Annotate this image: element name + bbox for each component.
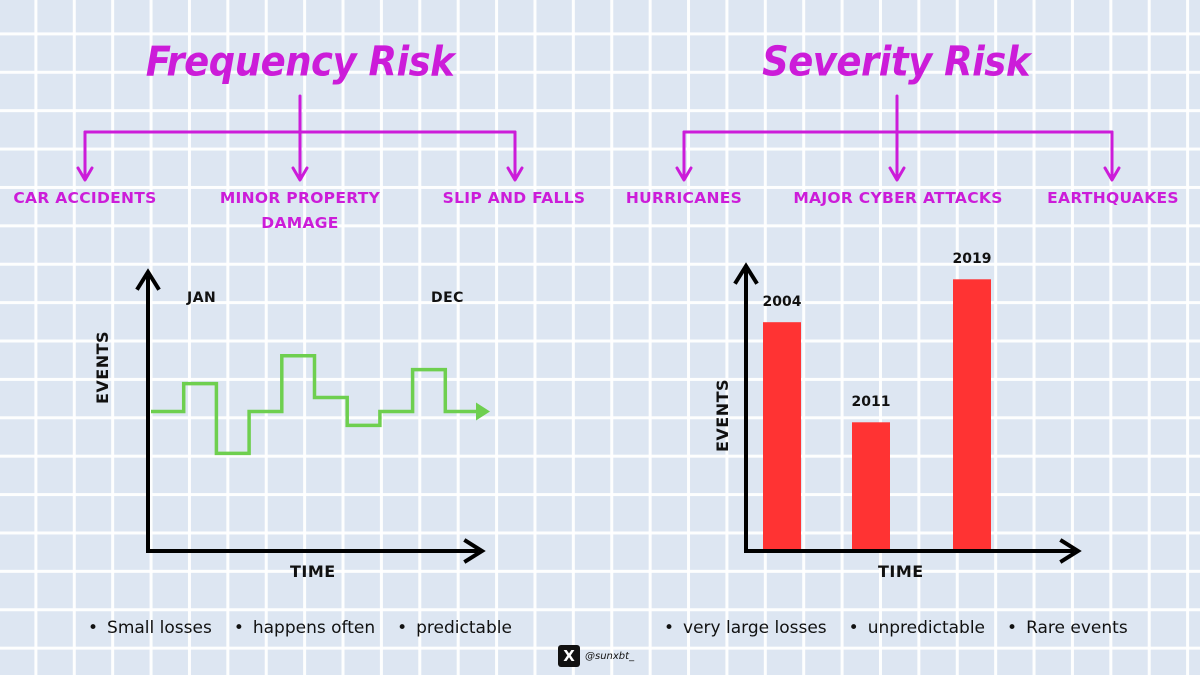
category-car-accidents: CAR ACCIDENTS bbox=[13, 189, 157, 207]
frequency-bullet-3: predictable bbox=[397, 618, 512, 638]
severity-bar-label-2011: 2011 bbox=[851, 394, 891, 411]
frequency-line-arrowhead bbox=[476, 402, 490, 421]
severity-risk-title: Severity Risk bbox=[762, 37, 1030, 86]
x-logo-icon: X bbox=[558, 645, 580, 667]
severity-x-label: TIME bbox=[878, 562, 924, 581]
severity-bar-2011 bbox=[852, 422, 890, 549]
frequency-risk-title: Frequency Risk bbox=[145, 37, 455, 86]
severity-bullet-3: Rare events bbox=[1007, 618, 1128, 638]
frequency-y-axis-arrowhead bbox=[135, 268, 161, 291]
frequency-x-label: TIME bbox=[290, 562, 336, 581]
frequency-x-axis-arrowhead bbox=[463, 538, 486, 564]
category-major-cyber-attacks: MAJOR CYBER ATTACKS bbox=[793, 189, 1003, 207]
severity-x-axis-arrowhead bbox=[1059, 538, 1082, 564]
frequency-start-label: JAN bbox=[187, 290, 217, 306]
severity-bullet-1: very large losses bbox=[664, 618, 827, 638]
severity-bullet-2: unpredictable bbox=[849, 618, 985, 638]
credit-handle: @sunxbt_ bbox=[585, 650, 635, 662]
frequency-bullet-2: happens often bbox=[234, 618, 375, 638]
severity-bar-label-2004: 2004 bbox=[762, 294, 802, 311]
severity-bar-2004 bbox=[763, 322, 801, 549]
category-earthquakes: EARTHQUAKES bbox=[1047, 189, 1179, 207]
frequency-bullet-1: Small losses bbox=[88, 618, 212, 638]
credit: X @sunxbt_ bbox=[558, 645, 634, 667]
category-slip-and-falls: SLIP AND FALLS bbox=[442, 189, 586, 207]
frequency-end-label: DEC bbox=[431, 290, 464, 306]
frequency-step-line bbox=[151, 353, 478, 456]
severity-bar-label-2019: 2019 bbox=[952, 251, 992, 268]
severity-bullets: very large losses unpredictable Rare eve… bbox=[664, 618, 1128, 638]
category-minor-property-damage: MINOR PROPERTY DAMAGE bbox=[219, 189, 381, 232]
severity-bar-2019 bbox=[953, 279, 991, 549]
severity-y-label: EVENTS bbox=[713, 378, 732, 452]
category-hurricanes: HURRICANES bbox=[625, 189, 743, 207]
frequency-bullets: Small losses happens often predictable bbox=[88, 618, 512, 638]
severity-y-axis-arrowhead bbox=[733, 262, 759, 285]
